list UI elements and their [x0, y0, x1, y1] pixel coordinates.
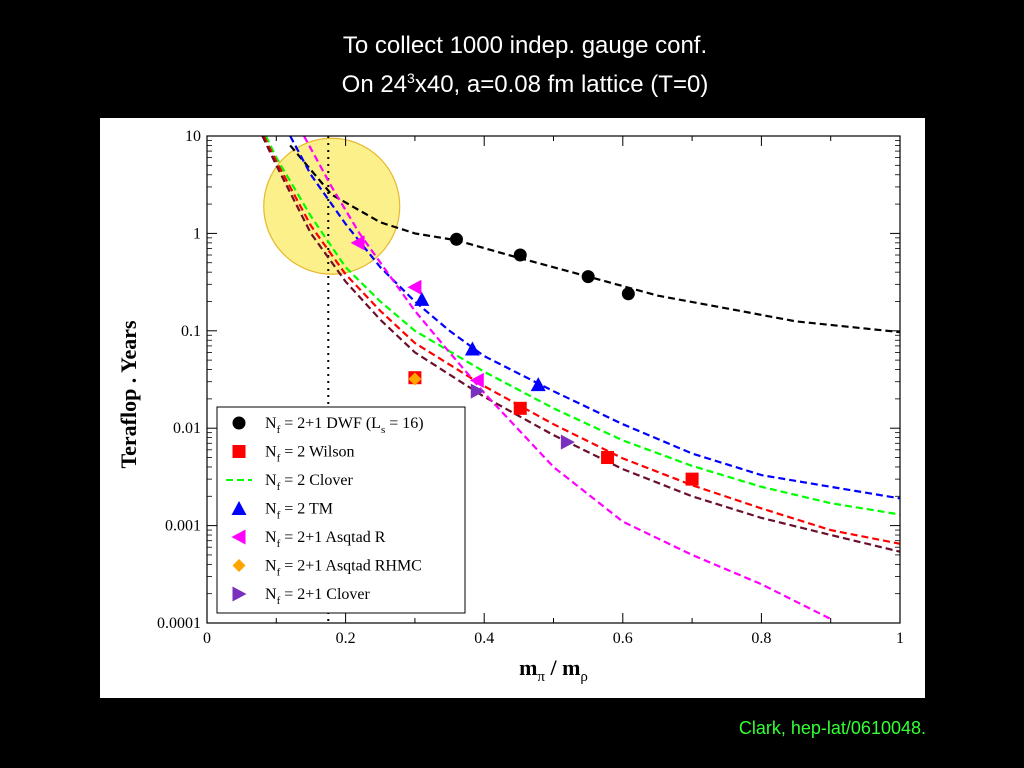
x-tick-label-0: 0: [203, 630, 211, 647]
legend-label-3-part-1: f: [277, 510, 281, 522]
legend-label-1-part-1: f: [277, 453, 281, 465]
chart-svg: 0 0.2 0.4 0.6 0.8 1 0.0001 0.001 0.01 0.1 1 10 mπ / …: [116, 128, 904, 685]
fit-curve-5: [303, 136, 832, 620]
legend-label-5-part-2: = 2+1 Asqtad RHMC: [280, 558, 422, 575]
data-point-s1-p1: [513, 401, 527, 415]
x-axis-label-part-3: ρ: [580, 669, 588, 685]
legend-label-4-part-1: f: [277, 538, 281, 550]
y-tick-label-4: 1: [193, 225, 201, 242]
legend-label-4: Nf = 2+1 Asqtad R: [265, 529, 386, 550]
legend-marker-5: [232, 559, 246, 572]
legend-label-0-part-0: N: [265, 415, 277, 432]
legend-label-2-part-2: = 2 Clover: [280, 472, 353, 489]
y-tick-label-1: 0.001: [165, 518, 201, 535]
title-line-2: On 243x40, a=0.08 fm lattice (T=0): [0, 62, 1024, 101]
x-axis-label-part-1: π: [537, 669, 545, 685]
data-point-s0-p0: [449, 232, 463, 246]
fit-curve-4: [261, 136, 900, 553]
x-tick-label-4: 0.8: [751, 630, 771, 647]
legend-label-6-part-2: = 2+1 Clover: [280, 586, 370, 603]
data-point-s5-p0: [408, 372, 422, 386]
legend-label-1-part-0: N: [265, 444, 277, 461]
legend-label-0-part-2: = 2+1 DWF (L: [280, 415, 381, 432]
plot-panel: 0 0.2 0.4 0.6 0.8 1 0.0001 0.001 0.01 0.1 1 10 mπ / …: [100, 118, 925, 698]
legend-marker-6: [232, 586, 247, 602]
data-point-s4-p1: [407, 279, 422, 295]
legend-label-6-part-1: f: [277, 595, 281, 607]
legend-label-3-part-2: = 2 TM: [280, 501, 333, 518]
fit-curves: [261, 136, 900, 620]
data-point-s3-p0: [414, 291, 430, 306]
data-point-s4-p2: [469, 372, 484, 388]
legend-label-6: Nf = 2+1 Clover: [265, 586, 371, 607]
x-axis-label-part-0: m: [519, 655, 537, 680]
citation-credit: Clark, hep-lat/0610048.: [738, 718, 926, 738]
title-line-2-sup: 3: [407, 70, 415, 86]
x-tick-label-2: 0.4: [474, 630, 494, 647]
data-point-s0-p1: [513, 248, 527, 262]
y-tick-label-3: 0.1: [181, 323, 201, 340]
data-point-s6-p0: [470, 383, 485, 399]
title-line-2-pre: On 24: [341, 71, 408, 98]
data-point-s3-p2: [530, 377, 546, 392]
legend-marker-4: [231, 529, 246, 545]
legend-label-3: Nf = 2 TM: [265, 501, 333, 522]
legend-label-2-part-1: f: [277, 481, 281, 493]
legend-marker-0: [232, 416, 246, 430]
x-tick-label-3: 0.6: [613, 630, 633, 647]
legend-label-0-part-1: f: [277, 424, 281, 436]
title-line-2-post: x40, a=0.08 fm lattice (T=0): [414, 71, 709, 98]
data-point-s0-p3: [621, 287, 635, 301]
fit-curve-2: [264, 136, 900, 516]
legend-marker-3: [231, 501, 247, 515]
x-axis-label-part-2: / m: [545, 655, 580, 680]
legend-label-4-part-2: = 2+1 Asqtad R: [280, 529, 385, 546]
slide-title: To collect 1000 indep. gauge conf. On 24…: [0, 30, 1024, 101]
legend-label-0: Nf = 2+1 DWF (Ls = 16): [265, 415, 424, 436]
legend-box: [216, 406, 466, 614]
y-axis-label: Teraflop . Years: [116, 320, 141, 469]
y-tick-label-0: 0.0001: [157, 615, 201, 632]
x-axis-label: mπ / mρ: [519, 655, 588, 685]
legend-label-5-part-0: N: [265, 558, 277, 575]
legend-marker-1: [232, 445, 246, 458]
legend-label-4-part-0: N: [265, 529, 277, 546]
legend-label-2: Nf = 2 Clover: [265, 472, 353, 493]
legend-label-0-part-3: s: [381, 424, 385, 436]
data-point-s4-p0: [350, 235, 365, 251]
legend-label-2-part-0: N: [265, 472, 277, 489]
data-point-s0-p2: [581, 270, 595, 284]
y-tick-label-2: 0.01: [173, 420, 201, 437]
legend-label-5-part-1: f: [277, 567, 281, 579]
data-point-s1-p3: [685, 472, 699, 486]
x-tick-label-1: 0.2: [336, 630, 356, 647]
fit-curve-0: [289, 144, 900, 334]
x-tick-label-5: 1: [896, 630, 904, 647]
legend-label-5: Nf = 2+1 Asqtad RHMC: [265, 558, 422, 579]
data-point-s3-p1: [464, 341, 480, 356]
legend-label-0-part-4: = 16): [385, 415, 423, 432]
fit-curve-3: [262, 136, 900, 545]
title-line-1: To collect 1000 indep. gauge conf.: [342, 32, 708, 59]
legend-label-1-part-2: = 2 Wilson: [280, 444, 354, 461]
legend-label-3-part-0: N: [265, 501, 277, 518]
fit-curve-1: [289, 136, 900, 500]
legend-label-6-part-0: N: [265, 586, 277, 603]
data-point-s6-p1: [560, 434, 575, 450]
y-tick-label-5: 10: [185, 128, 201, 145]
legend-label-1: Nf = 2 Wilson: [265, 444, 355, 465]
data-point-s1-p2: [601, 451, 615, 465]
